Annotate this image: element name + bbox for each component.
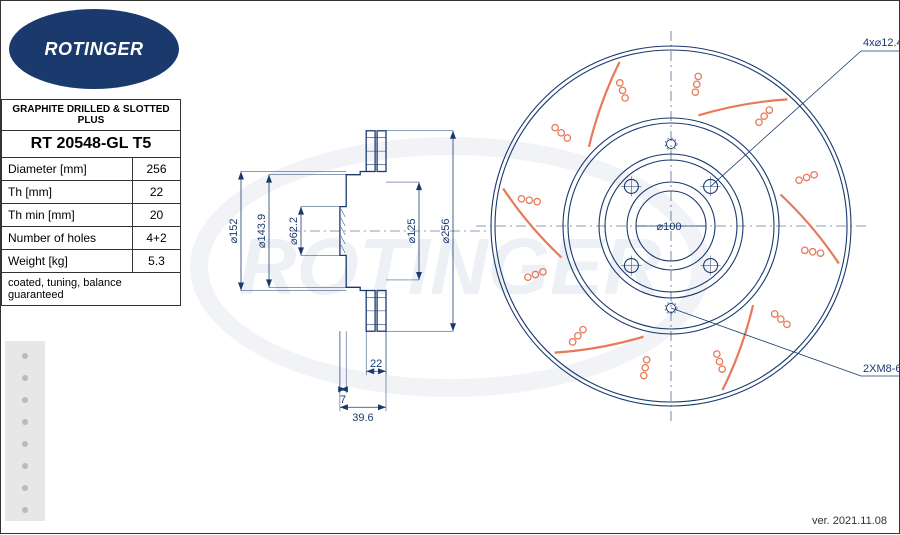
svg-text:2XM8-6H: 2XM8-6H — [863, 363, 900, 375]
technical-drawing: ⌀152 ⌀143.9 ⌀62.2 ⌀125 ⌀256 7 22 39.6 ⌀100 4x⌀12… — [1, 1, 900, 535]
svg-text:7: 7 — [340, 394, 346, 406]
svg-text:39.6: 39.6 — [352, 412, 373, 424]
svg-text:⌀125: ⌀125 — [406, 219, 418, 244]
svg-text:⌀143.9: ⌀143.9 — [256, 214, 268, 248]
svg-text:⌀152: ⌀152 — [228, 219, 240, 244]
svg-text:⌀100: ⌀100 — [657, 221, 682, 233]
side-view-drawing: ⌀152 ⌀143.9 ⌀62.2 ⌀125 ⌀256 7 22 39.6 — [5, 131, 486, 521]
svg-text:4x⌀12.4: 4x⌀12.4 — [863, 37, 900, 49]
svg-text:22: 22 — [370, 358, 382, 370]
svg-text:⌀256: ⌀256 — [440, 219, 452, 244]
svg-text:⌀62.2: ⌀62.2 — [288, 217, 300, 245]
front-view-drawing: ⌀100 4x⌀12.4 2XM8-6H — [476, 31, 900, 421]
